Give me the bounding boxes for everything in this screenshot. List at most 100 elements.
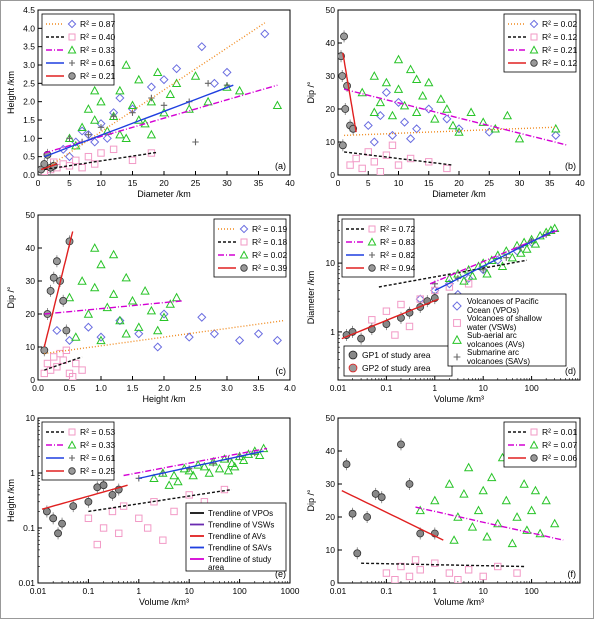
point-square <box>416 566 424 574</box>
point-circle <box>52 257 61 266</box>
x-axis-label: Height /km <box>142 394 185 404</box>
point-square <box>143 524 152 532</box>
point-triangle <box>115 315 125 325</box>
point-triangle <box>165 299 175 308</box>
legend-label: R² = 0.07 <box>542 440 577 450</box>
point-diamond <box>134 329 144 339</box>
point-triangle <box>502 110 513 120</box>
point-triangle <box>444 273 455 283</box>
point-plus <box>129 109 136 116</box>
point-square <box>411 556 420 564</box>
point-square <box>72 359 80 368</box>
point-triangle <box>512 512 522 521</box>
trendline <box>341 489 444 541</box>
trendline <box>342 52 357 133</box>
panel-label: (b) <box>565 161 576 171</box>
category-label-2: water (VSWs) <box>466 323 517 332</box>
y-tick-label: 40 <box>326 446 336 456</box>
legend-label: R² = 0.82 <box>380 250 415 260</box>
category-legend-2-box <box>447 293 567 367</box>
point-triangle <box>442 104 452 113</box>
point-triangle <box>369 107 379 116</box>
panel-label: (a) <box>275 161 286 171</box>
point-plus <box>186 465 193 472</box>
y-tick-label: 0 <box>330 170 335 180</box>
x-tick-label: 0.1 <box>82 586 94 596</box>
y-tick-label: 10 <box>326 137 336 147</box>
point-circle <box>40 160 49 168</box>
x-tick-label: 0 <box>336 178 341 188</box>
point-triangle <box>214 463 225 473</box>
point-square <box>464 566 473 574</box>
y-tick-label: 30 <box>326 479 336 489</box>
y-tick-label: 20 <box>326 512 336 522</box>
y-tick-label: 0.1 <box>23 523 35 533</box>
legend-marker-circle <box>368 264 376 272</box>
point-square <box>108 507 117 516</box>
category-label: GP1 of study area <box>362 350 431 360</box>
point-square <box>368 316 376 324</box>
point-triangle <box>430 114 440 123</box>
category-marker <box>348 350 358 360</box>
point-circle <box>108 490 117 499</box>
line-legend-label: Trendline of AVs <box>208 532 266 541</box>
legend-marker-triangle <box>529 440 539 449</box>
point-square <box>406 154 415 163</box>
point-triangle <box>90 85 100 95</box>
point-circle <box>99 481 108 490</box>
point-square <box>391 331 399 339</box>
point-triangle <box>146 129 157 139</box>
point-triangle <box>115 85 125 95</box>
point-triangle <box>550 518 560 528</box>
y-axis-label: Height /km <box>6 479 16 522</box>
point-triangle <box>490 123 500 133</box>
point-square <box>78 366 86 374</box>
point-circle <box>46 286 55 295</box>
y-tick-label: 10 <box>26 413 36 423</box>
point-square <box>128 156 137 165</box>
point-triangle <box>473 505 484 515</box>
x-tick-label: 5 <box>366 178 371 188</box>
point-triangle <box>454 127 464 136</box>
legend-label: R² = 0.19 <box>252 224 287 234</box>
trendline <box>123 447 268 477</box>
x-tick-label: 100 <box>233 586 247 596</box>
point-diamond <box>159 309 169 319</box>
point-circle <box>343 81 351 90</box>
point-triangle <box>165 89 175 99</box>
point-diamond <box>197 312 207 322</box>
point-plus <box>204 80 212 87</box>
x-tick-label: 1000 <box>281 586 300 596</box>
line-legend-label-2: area <box>208 563 225 572</box>
point-square <box>358 164 366 173</box>
point-circle <box>357 334 366 343</box>
point-plus <box>110 113 117 120</box>
point-triangle <box>482 268 492 278</box>
x-axis-label: Volume /km³ <box>434 597 484 607</box>
point-plus <box>210 460 217 467</box>
y-tick-label: 0.5 <box>23 152 35 162</box>
point-square <box>150 498 158 506</box>
point-triangle <box>77 276 87 285</box>
data-points <box>38 22 283 175</box>
point-triangle <box>393 84 404 93</box>
legend-label: R² = 0.33 <box>80 440 115 450</box>
legend-marker-square <box>240 238 248 246</box>
category-label-2: Ocean (VPOs) <box>467 306 519 315</box>
point-square <box>352 154 360 163</box>
legend-marker-diamond <box>239 224 249 234</box>
point-triangle <box>478 485 488 495</box>
panel-label: (c) <box>276 366 287 376</box>
point-triangle <box>424 77 434 87</box>
point-circle <box>363 513 372 521</box>
point-triangle <box>115 129 125 139</box>
point-triangle <box>102 302 112 312</box>
point-square <box>382 307 391 315</box>
point-diamond <box>493 255 503 265</box>
y-tick-label: 30 <box>326 71 336 81</box>
x-axis-label: Volume /km³ <box>434 394 484 404</box>
x-tick-label: 2.5 <box>190 383 202 393</box>
category-legend: GP1 of study area GP2 of study area <box>343 345 453 377</box>
x-tick-label: 1 <box>432 383 437 393</box>
point-triangle <box>64 292 75 302</box>
